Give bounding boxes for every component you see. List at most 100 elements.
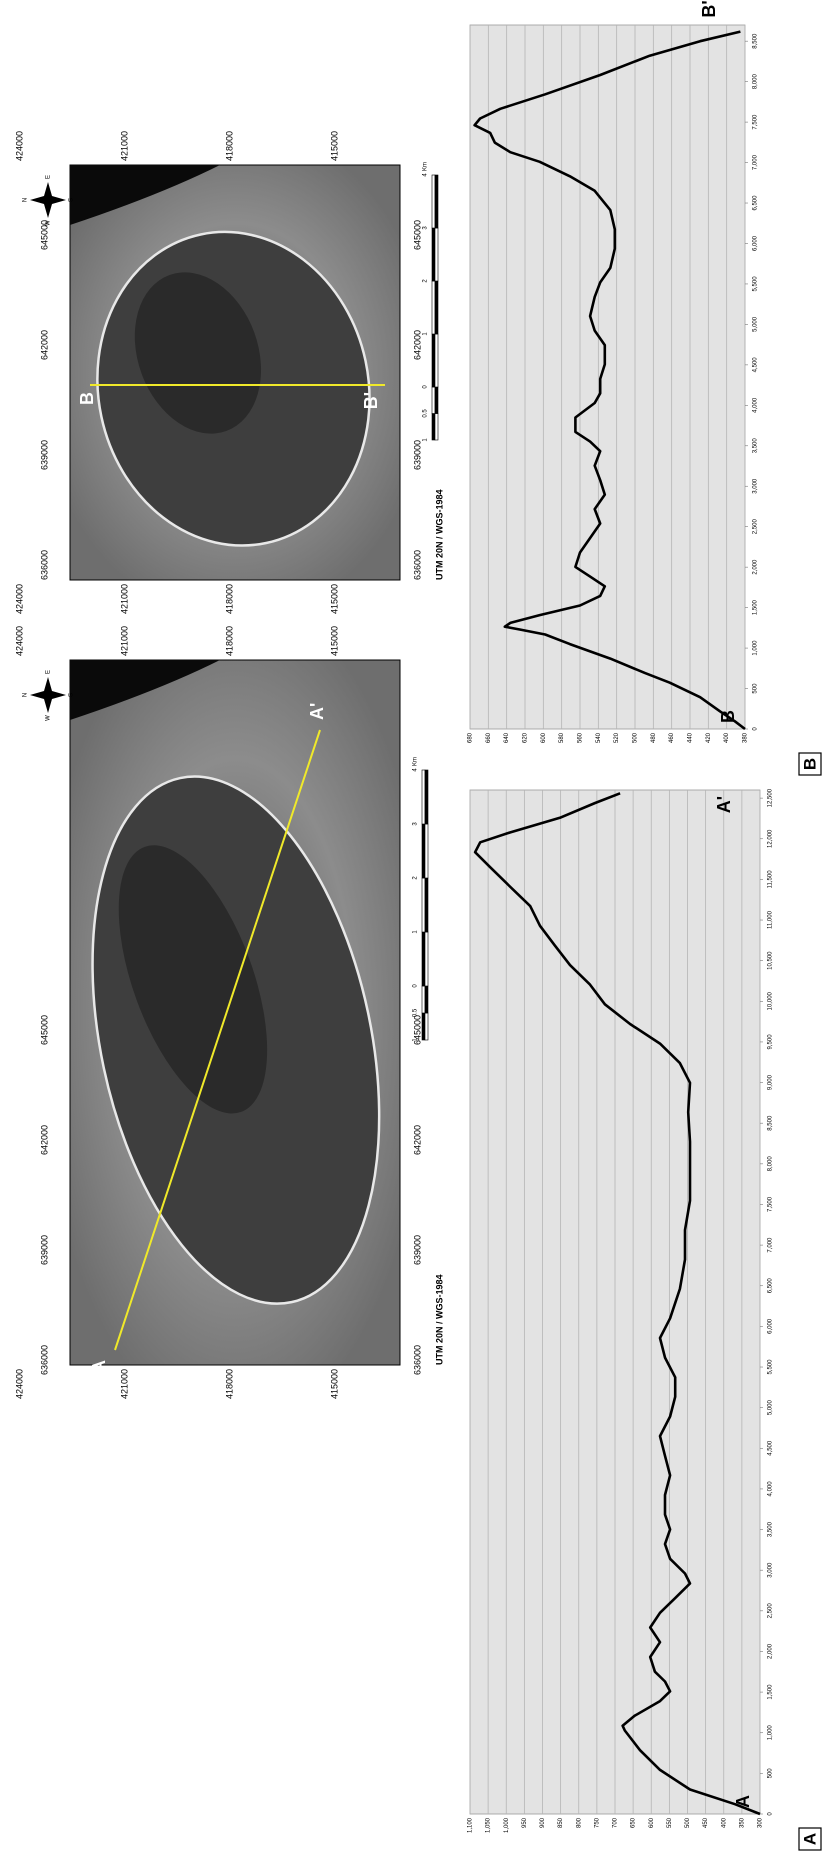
easting-label: 642000 bbox=[39, 1125, 49, 1155]
y-tick-label: 350 bbox=[739, 1817, 745, 1828]
x-tick-label: 7,000 bbox=[768, 1237, 774, 1253]
x-tick-label: 10,500 bbox=[768, 951, 774, 970]
y-tick-label: 1,100 bbox=[468, 1817, 474, 1833]
scale-segment bbox=[425, 986, 428, 1013]
x-tick-label: 9,000 bbox=[768, 1074, 774, 1090]
x-tick-label: 11,000 bbox=[768, 910, 774, 929]
y-tick-label: 900 bbox=[540, 1817, 546, 1828]
easting-label: 642000 bbox=[412, 330, 422, 360]
panel-label: B bbox=[800, 758, 819, 770]
x-tick-label: 1,500 bbox=[768, 1684, 774, 1700]
easting-label: 645000 bbox=[412, 220, 422, 250]
scale-label: 0.5 bbox=[413, 1008, 419, 1017]
easting-label: 645000 bbox=[39, 1015, 49, 1045]
x-tick-label: 8,500 bbox=[768, 1115, 774, 1131]
y-tick-label: 800 bbox=[576, 1817, 582, 1828]
x-tick-label: 5,000 bbox=[753, 316, 759, 332]
northing-label: 424000 bbox=[14, 584, 24, 614]
scale-segment bbox=[435, 175, 438, 228]
easting-label: 636000 bbox=[412, 550, 422, 580]
northing-label: 421000 bbox=[119, 584, 129, 614]
x-tick-label: 3,000 bbox=[768, 1562, 774, 1578]
projection: UTM 20N / WGS-1984 bbox=[434, 489, 444, 580]
scale-segment bbox=[422, 932, 425, 986]
scale-segment bbox=[425, 770, 428, 824]
scale-segment bbox=[422, 878, 425, 932]
section-start-label: B bbox=[77, 392, 97, 405]
y-tick-label: 1,050 bbox=[486, 1817, 492, 1833]
easting-label: 636000 bbox=[39, 550, 49, 580]
x-tick-label: 8,500 bbox=[753, 33, 759, 49]
scale-segment bbox=[422, 986, 425, 1013]
scale-segment bbox=[432, 387, 435, 414]
northing-label: 418000 bbox=[224, 626, 234, 656]
x-tick-label: 1,000 bbox=[768, 1725, 774, 1741]
compass-letter: S bbox=[69, 693, 75, 697]
northing-label: 415000 bbox=[329, 584, 339, 614]
easting-label: 639000 bbox=[412, 1235, 422, 1265]
northing-label: 415000 bbox=[329, 131, 339, 161]
easting-label: 636000 bbox=[412, 1345, 422, 1375]
scale-segment bbox=[435, 334, 438, 387]
y-tick-label: 300 bbox=[758, 1817, 764, 1828]
y-tick-label: 440 bbox=[688, 732, 694, 743]
scale-segment bbox=[432, 414, 435, 441]
x-tick-label: 7,500 bbox=[753, 114, 759, 130]
y-tick-label: 950 bbox=[522, 1817, 528, 1828]
x-tick-label: 5,500 bbox=[753, 276, 759, 292]
scale-segment bbox=[425, 932, 428, 986]
y-tick-label: 460 bbox=[669, 732, 675, 743]
x-tick-label: 2,500 bbox=[768, 1603, 774, 1619]
x-tick-label: 5,500 bbox=[768, 1359, 774, 1375]
y-tick-label: 620 bbox=[523, 732, 529, 743]
northing-label: 421000 bbox=[119, 626, 129, 656]
scale-segment bbox=[435, 387, 438, 414]
y-tick-label: 380 bbox=[743, 732, 749, 743]
x-tick-label: 1,000 bbox=[753, 640, 759, 656]
easting-label: 642000 bbox=[39, 330, 49, 360]
easting-label: 639000 bbox=[412, 440, 422, 470]
x-tick-label: 4,500 bbox=[753, 357, 759, 373]
scale-segment bbox=[435, 414, 438, 441]
x-tick-label: 6,500 bbox=[753, 195, 759, 211]
scale-segment bbox=[435, 228, 438, 281]
y-tick-label: 500 bbox=[633, 732, 639, 743]
scale-segment bbox=[422, 824, 425, 878]
y-tick-label: 660 bbox=[486, 732, 492, 743]
profile-start-label: B bbox=[718, 710, 738, 723]
y-tick-label: 680 bbox=[468, 732, 474, 743]
scale-segment bbox=[425, 878, 428, 932]
x-tick-label: 9,500 bbox=[768, 1034, 774, 1050]
y-tick-label: 1,000 bbox=[504, 1817, 510, 1833]
northing-label: 421000 bbox=[119, 1369, 129, 1399]
y-tick-label: 640 bbox=[504, 732, 510, 743]
scale-unit: Km bbox=[423, 162, 429, 171]
y-tick-label: 650 bbox=[631, 1817, 637, 1828]
compass-letter: E bbox=[46, 670, 52, 674]
x-tick-label: 6,500 bbox=[768, 1278, 774, 1294]
x-tick-label: 4,500 bbox=[768, 1440, 774, 1456]
panel-label: A bbox=[800, 1833, 819, 1845]
x-tick-label: 2,000 bbox=[753, 559, 759, 575]
easting-label: 639000 bbox=[39, 440, 49, 470]
northing-label: 418000 bbox=[224, 1369, 234, 1399]
x-tick-label: 3,500 bbox=[753, 438, 759, 454]
scale-label: 0.5 bbox=[423, 409, 429, 418]
profile-end-label: B' bbox=[699, 0, 719, 17]
section-end-label: A' bbox=[307, 703, 327, 720]
compass-letter: W bbox=[46, 220, 52, 226]
scale-segment bbox=[422, 1013, 425, 1040]
x-tick-label: 11,500 bbox=[768, 870, 774, 889]
compass-letter: N bbox=[23, 198, 29, 202]
easting-label: 642000 bbox=[412, 1125, 422, 1155]
scale-segment bbox=[432, 281, 435, 334]
section-start-label: A bbox=[89, 1360, 109, 1373]
scale-segment bbox=[432, 228, 435, 281]
y-tick-label: 500 bbox=[685, 1817, 691, 1828]
compass-letter: E bbox=[46, 175, 52, 179]
y-tick-label: 600 bbox=[541, 732, 547, 743]
scale-segment bbox=[425, 1013, 428, 1040]
x-tick-label: 7,000 bbox=[753, 154, 759, 170]
scale-segment bbox=[422, 770, 425, 824]
scale-segment bbox=[432, 175, 435, 228]
